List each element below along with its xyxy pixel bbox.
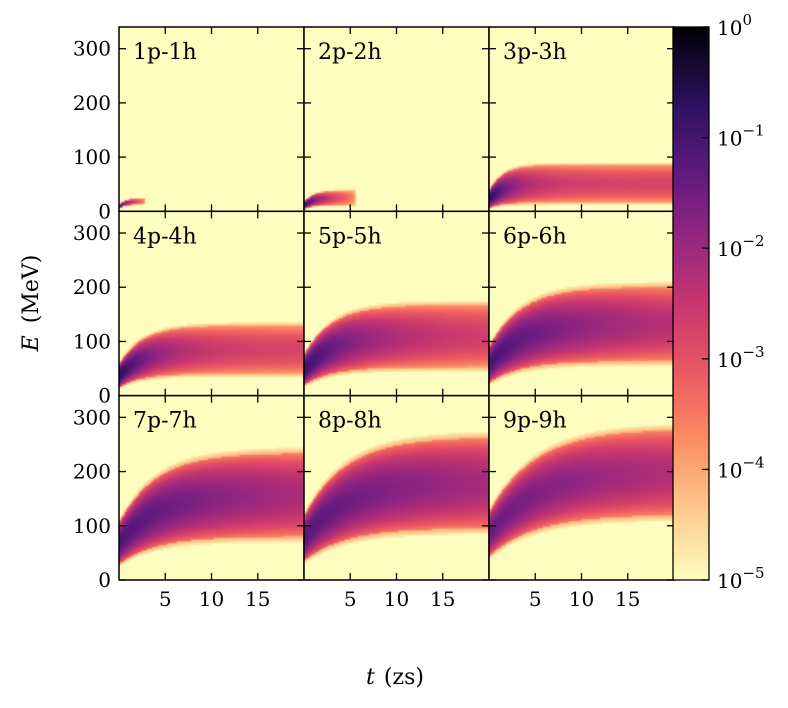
y-tick-label: 100 — [73, 145, 111, 169]
heatmap-3p-3h — [489, 27, 674, 212]
heatmap-9p-9h — [489, 395, 674, 580]
y-tick-label: 100 — [73, 329, 111, 353]
x-tick-label: 5 — [344, 587, 357, 611]
panel-7p-7h: 7p-7h 0 100 200 300 5 10 15 — [73, 394, 305, 611]
heatmap-8p-8h — [304, 395, 489, 580]
y-tick-label: 300 — [73, 37, 111, 61]
x-tick-label: 5 — [529, 587, 542, 611]
colorbar: 100 10−1 10−2 10−3 10−4 10−5 — [672, 11, 765, 593]
panel-2p-2h: 2p-2h — [303, 26, 490, 213]
x-tick-label: 15 — [615, 587, 640, 611]
heatmap-7p-7h — [119, 395, 304, 580]
panel-label: 5p-5h — [318, 224, 382, 249]
y-tick-label: 0 — [98, 199, 111, 223]
panel-1p-1h: 1p-1h 0 100 200 300 — [73, 26, 305, 223]
y-axis-label: E (MeV) — [19, 255, 44, 353]
panel-label: 3p-3h — [503, 40, 567, 65]
panel-4p-4h: 4p-4h 0 100 200 300 — [73, 210, 305, 408]
panel-label: 4p-4h — [133, 224, 197, 249]
heatmap-1p-1h — [119, 27, 304, 212]
y-tick-label: 0 — [98, 384, 111, 408]
colorbar-tick-label: 10−4 — [717, 453, 765, 482]
y-tick-label: 200 — [73, 460, 111, 484]
colorbar-tick-label: 10−5 — [717, 564, 765, 593]
x-tick-label: 15 — [245, 587, 270, 611]
x-axis-unit: (zs) — [384, 665, 424, 690]
y-tick-label: 100 — [73, 514, 111, 538]
panel-label: 7p-7h — [133, 409, 197, 434]
panel-label: 6p-6h — [503, 224, 567, 249]
heatmap-2p-2h — [304, 27, 489, 212]
y-tick-label: 200 — [73, 275, 111, 299]
y-tick-label: 300 — [73, 221, 111, 245]
x-tick-label: 10 — [199, 587, 224, 611]
x-tick-label: 15 — [430, 587, 455, 611]
x-tick-label: 10 — [569, 587, 594, 611]
x-axis-label: t (zs) — [366, 665, 424, 690]
panel-8p-8h: 8p-8h 5 10 15 — [303, 394, 490, 611]
y-tick-label: 200 — [73, 91, 111, 115]
y-axis-unit: (MeV) — [19, 255, 44, 324]
panel-label: 1p-1h — [133, 40, 197, 65]
panel-6p-6h: 6p-6h — [488, 210, 675, 397]
heatmap-6p-6h — [489, 211, 674, 396]
y-axis-variable: E — [19, 335, 44, 352]
colorbar-tick-label: 100 — [717, 11, 752, 40]
panel-9p-9h: 9p-9h 5 10 15 — [488, 394, 675, 611]
y-tick-label: 0 — [98, 568, 111, 592]
colorbar-tick-label: 10−1 — [717, 122, 765, 151]
panel-label: 8p-8h — [318, 409, 382, 434]
colorbar-tick-label: 10−2 — [717, 232, 765, 261]
x-tick-label: 5 — [159, 587, 172, 611]
y-tick-label: 300 — [73, 405, 111, 429]
axis-labels: E (MeV) t (zs) — [19, 255, 424, 690]
heatmap-5p-5h — [304, 211, 489, 396]
panel-5p-5h: 5p-5h — [303, 210, 490, 397]
x-axis-variable: t — [366, 665, 375, 690]
panel-3p-3h: 3p-3h — [488, 26, 675, 213]
panel-label: 2p-2h — [318, 40, 382, 65]
x-tick-label: 10 — [384, 587, 409, 611]
colorbar-body — [672, 26, 710, 581]
colorbar-tick-label: 10−3 — [717, 343, 765, 372]
heatmap-4p-4h — [119, 211, 304, 396]
panel-label: 9p-9h — [503, 409, 567, 434]
